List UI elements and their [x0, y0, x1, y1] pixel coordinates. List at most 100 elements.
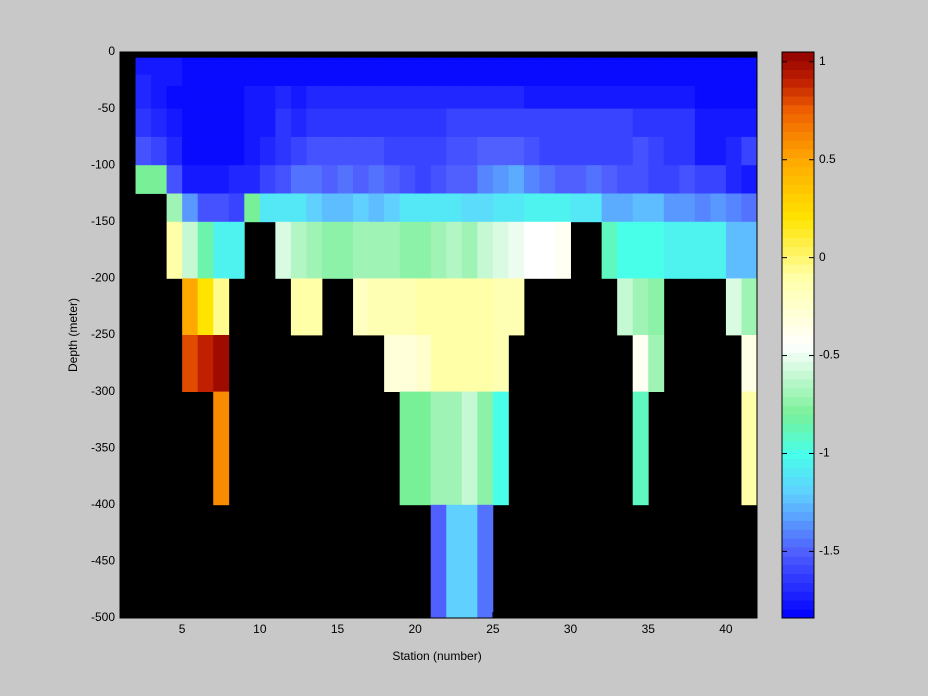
- colorbar-step: [782, 166, 814, 177]
- heat-cell: [492, 136, 509, 166]
- heat-cell: [353, 136, 369, 166]
- heat-cell: [430, 74, 447, 87]
- heat-cell: [306, 165, 323, 194]
- colorbar-step: [782, 564, 814, 575]
- heat-cell: [461, 57, 478, 76]
- heat-cell: [710, 136, 727, 166]
- heat-cell: [477, 391, 494, 506]
- heat-cell: [694, 85, 711, 109]
- heat-cell: [368, 57, 385, 76]
- heat-cell: [492, 85, 509, 109]
- heat-cell: [648, 278, 665, 336]
- colorbar-step: [782, 388, 814, 398]
- heat-cell: [166, 108, 183, 138]
- heat-cell: [725, 74, 742, 87]
- heat-cell: [539, 221, 556, 279]
- colorbar-step: [782, 503, 814, 513]
- y-tick-label: -50: [98, 101, 116, 115]
- heat-cell: [539, 57, 556, 76]
- heat-cell: [275, 57, 292, 76]
- colorbar-step: [782, 149, 814, 159]
- heat-cell: [461, 504, 478, 619]
- heat-cell: [430, 108, 447, 138]
- heat-cell: [523, 108, 540, 138]
- colorbar-tick-label: 0.5: [819, 152, 836, 166]
- heat-cell: [166, 221, 183, 279]
- heat-cell: [182, 74, 199, 87]
- heat-cell: [415, 193, 432, 223]
- x-tick-label: 35: [642, 622, 656, 636]
- heat-cell: [290, 278, 307, 336]
- heat-cell: [477, 108, 494, 138]
- colorbar-step: [782, 96, 814, 106]
- heat-cell: [632, 165, 649, 194]
- axes-frame: [119, 51, 758, 619]
- colorbar-step: [782, 326, 814, 336]
- heat-cell: [710, 221, 727, 279]
- colorbar-step: [782, 184, 814, 194]
- colorbar-step: [782, 228, 814, 239]
- colorbar-tick-label: -0.5: [819, 348, 840, 362]
- heat-cell: [446, 165, 463, 194]
- heat-cell: [290, 136, 307, 166]
- colorbar-step: [782, 538, 814, 548]
- heat-cell: [135, 136, 152, 166]
- colorbar-step: [782, 78, 814, 88]
- colorbar-step: [782, 211, 814, 221]
- heat-cell: [353, 221, 369, 279]
- colorbar-step: [782, 361, 814, 371]
- heat-cell: [710, 108, 727, 138]
- heat-cell: [461, 165, 478, 194]
- heat-cell: [601, 74, 618, 87]
- heat-cell: [446, 85, 463, 109]
- heat-cell: [384, 193, 401, 223]
- heat-cell: [461, 193, 478, 223]
- heat-cell: [353, 278, 369, 336]
- heat-cell: [197, 74, 214, 87]
- heat-cell: [710, 165, 727, 194]
- heat-cell: [508, 57, 525, 76]
- y-axis-label: Depth (meter): [66, 298, 80, 372]
- heat-cell: [648, 136, 665, 166]
- heat-cell: [151, 85, 168, 109]
- heat-cell: [461, 85, 478, 109]
- heat-cell: [135, 108, 152, 138]
- heat-cell: [368, 221, 385, 279]
- colorbar-tick-label: -1.5: [819, 544, 840, 558]
- heat-cell: [306, 136, 323, 166]
- heat-cell: [368, 108, 385, 138]
- colorbar-step: [782, 299, 814, 309]
- colorbar-step: [782, 573, 814, 583]
- heat-cell: [290, 74, 307, 87]
- heat-cell: [523, 136, 540, 166]
- colorbar-step: [782, 547, 814, 557]
- heat-cell: [228, 74, 245, 87]
- heat-cell: [182, 108, 199, 138]
- heat-cell: [197, 221, 214, 279]
- heat-cell: [477, 278, 494, 336]
- heat-cell: [228, 108, 245, 138]
- colorbar-step: [782, 335, 814, 345]
- heat-cell: [384, 57, 401, 76]
- heat-cell: [430, 57, 447, 76]
- heat-cell: [306, 193, 323, 223]
- heat-cell: [244, 193, 261, 223]
- heat-cell: [399, 193, 416, 223]
- heat-cell: [539, 136, 556, 166]
- heat-cell: [259, 193, 276, 223]
- colorbar-step: [782, 52, 814, 62]
- colorbar-step: [782, 467, 814, 477]
- heat-cell: [182, 136, 199, 166]
- heat-cell: [508, 221, 525, 279]
- heat-cell: [151, 165, 168, 194]
- colorbar-step: [782, 105, 814, 115]
- heat-cell: [135, 57, 152, 76]
- x-tick-label: 30: [564, 622, 578, 636]
- heat-cell: [182, 165, 199, 194]
- heat-cell: [430, 165, 447, 194]
- heat-cell: [430, 85, 447, 109]
- heat-cell: [508, 85, 525, 109]
- heat-cell: [213, 391, 230, 506]
- heat-cell: [570, 165, 587, 194]
- heat-cell: [663, 57, 680, 76]
